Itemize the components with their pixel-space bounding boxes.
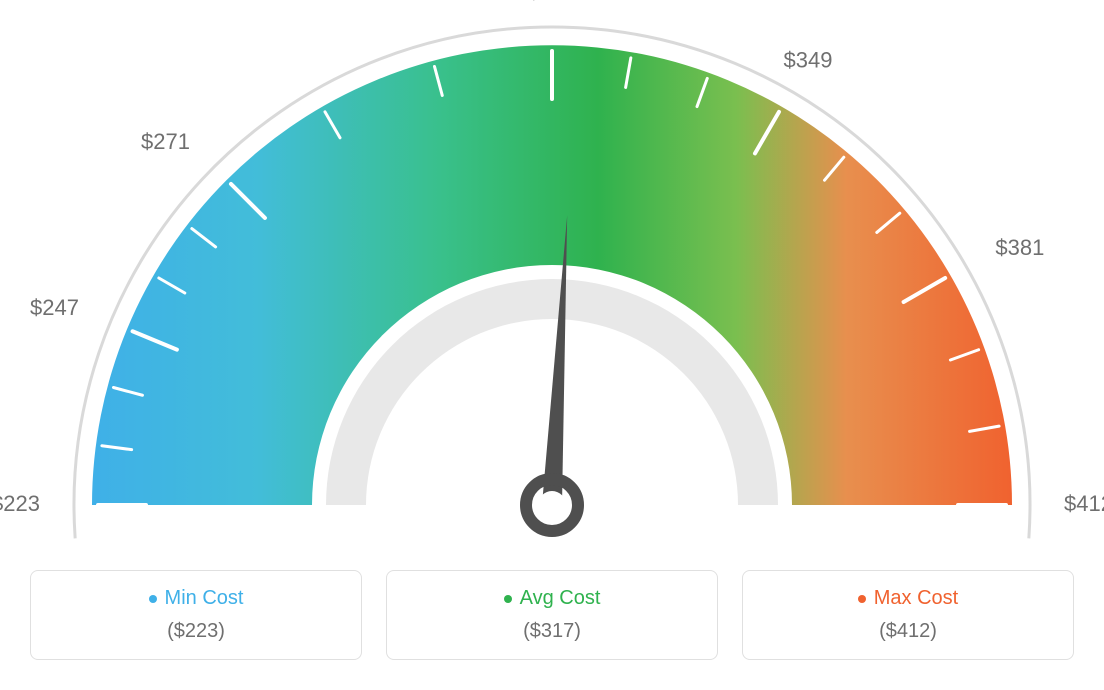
legend-max-box: Max Cost ($412) [742, 570, 1074, 660]
cost-gauge: $223 $247 $271 $317 $349 $381 $412 [0, 0, 1104, 560]
svg-text:$317: $317 [528, 0, 577, 4]
legend-avg-title: Avg Cost [397, 587, 707, 610]
legend-min-title: Min Cost [41, 587, 351, 610]
legend-max-dot [858, 595, 866, 603]
legend-min-value: ($223) [41, 620, 351, 643]
svg-text:$412: $412 [1064, 491, 1104, 516]
legend-max-value: ($412) [753, 620, 1063, 643]
legend-avg-box: Avg Cost ($317) [386, 570, 718, 660]
legend-max-label: Max Cost [874, 587, 958, 609]
legend-min-box: Min Cost ($223) [30, 570, 362, 660]
legend-min-label: Min Cost [165, 587, 244, 609]
legend-avg-dot [504, 595, 512, 603]
svg-text:$271: $271 [141, 129, 190, 154]
svg-text:$381: $381 [995, 235, 1044, 260]
legend-avg-label: Avg Cost [520, 587, 601, 609]
svg-text:$349: $349 [784, 47, 833, 72]
legend-max-title: Max Cost [753, 587, 1063, 610]
legend-avg-value: ($317) [397, 620, 707, 643]
legend: Min Cost ($223) Avg Cost ($317) Max Cost… [30, 570, 1074, 660]
legend-min-dot [149, 595, 157, 603]
svg-text:$247: $247 [30, 295, 79, 320]
svg-text:$223: $223 [0, 491, 40, 516]
